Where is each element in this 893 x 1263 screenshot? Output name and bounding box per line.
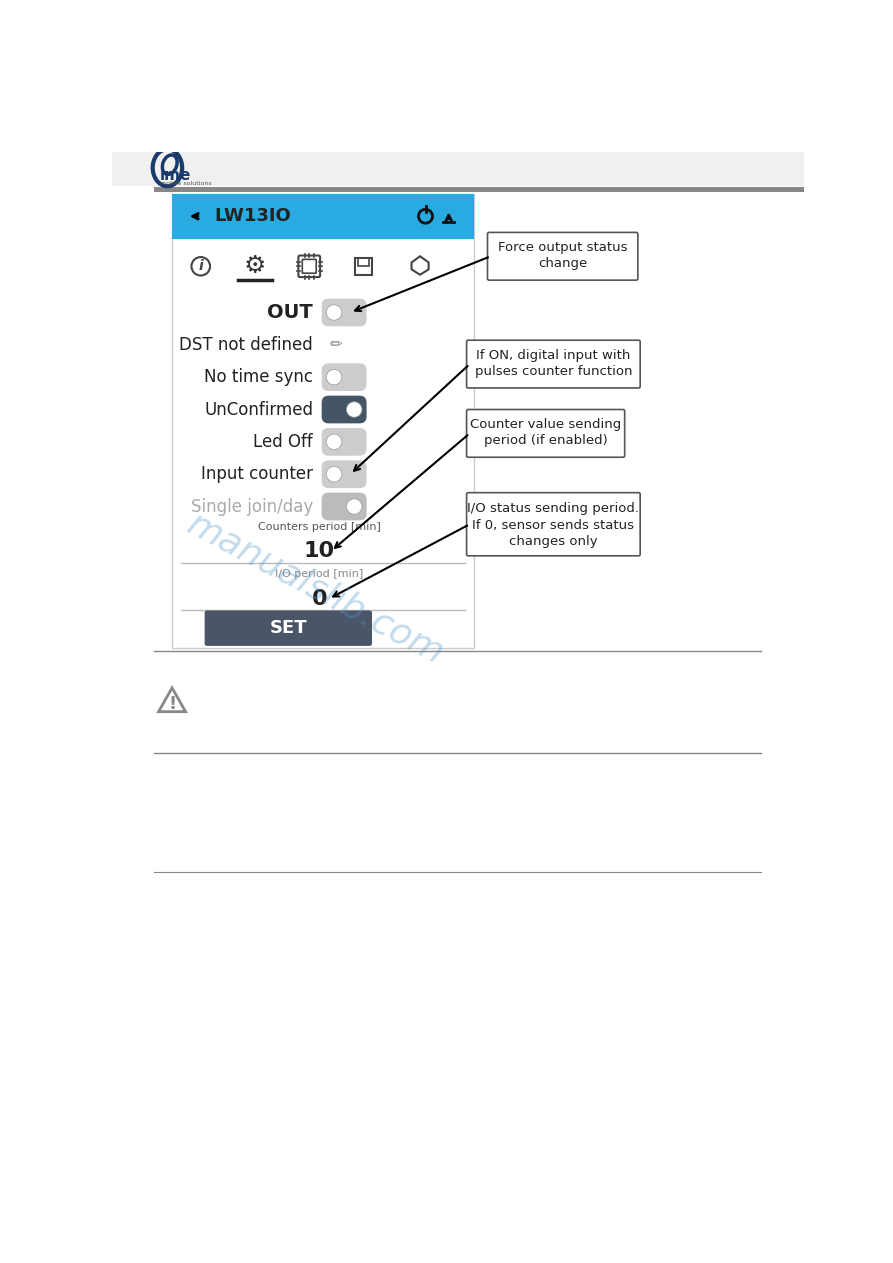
Text: OUT: OUT [267, 303, 313, 322]
Text: ⚙: ⚙ [244, 254, 266, 278]
Text: DST not defined: DST not defined [179, 336, 313, 354]
Text: ime: ime [160, 168, 191, 183]
Bar [154, 187, 804, 192]
Text: Input counter: Input counter [201, 465, 313, 484]
Text: UnConfirmed: UnConfirmed [204, 400, 313, 418]
Text: LW13IO: LW13IO [214, 207, 291, 225]
Text: Counter value sending: Counter value sending [470, 418, 622, 432]
FancyBboxPatch shape [321, 395, 367, 423]
Circle shape [346, 402, 362, 417]
Text: I/O period [min]: I/O period [min] [275, 570, 363, 580]
Text: I/O status sending period.: I/O status sending period. [467, 501, 639, 514]
Circle shape [346, 499, 362, 514]
FancyBboxPatch shape [321, 364, 367, 392]
Circle shape [326, 466, 342, 482]
Circle shape [326, 370, 342, 385]
Text: Counters period [min]: Counters period [min] [258, 522, 380, 532]
Text: Led Off: Led Off [254, 433, 313, 451]
Text: mobile solutions: mobile solutions [160, 182, 212, 187]
Text: If ON, digital input with: If ON, digital input with [476, 349, 630, 362]
Bar [358, 258, 369, 265]
Bar [172, 195, 474, 648]
Text: change: change [538, 256, 588, 270]
FancyBboxPatch shape [204, 610, 372, 645]
Bar [355, 258, 372, 275]
Text: Force output status: Force output status [498, 241, 628, 254]
Text: 10: 10 [304, 541, 335, 561]
FancyBboxPatch shape [466, 340, 640, 388]
Circle shape [326, 434, 342, 450]
Text: ✏: ✏ [330, 337, 343, 352]
Text: period (if enabled): period (if enabled) [484, 433, 607, 447]
Text: manualslib.com: manualslib.com [181, 506, 449, 671]
Bar [172, 195, 474, 239]
Text: SET: SET [270, 619, 307, 638]
FancyBboxPatch shape [466, 409, 625, 457]
Text: !: ! [168, 696, 176, 714]
Text: If 0, sensor sends status: If 0, sensor sends status [472, 519, 634, 532]
FancyBboxPatch shape [321, 460, 367, 488]
Text: Single join/day: Single join/day [191, 498, 313, 515]
FancyBboxPatch shape [321, 428, 367, 456]
Text: No time sync: No time sync [204, 369, 313, 386]
FancyBboxPatch shape [321, 493, 367, 520]
Text: 0: 0 [312, 589, 327, 609]
FancyBboxPatch shape [321, 298, 367, 326]
Text: i: i [198, 259, 203, 273]
FancyBboxPatch shape [466, 493, 640, 556]
Circle shape [326, 304, 342, 321]
Bar [112, 152, 804, 186]
Text: changes only: changes only [509, 536, 597, 548]
FancyBboxPatch shape [488, 232, 638, 280]
Text: pulses counter function: pulses counter function [474, 365, 632, 378]
